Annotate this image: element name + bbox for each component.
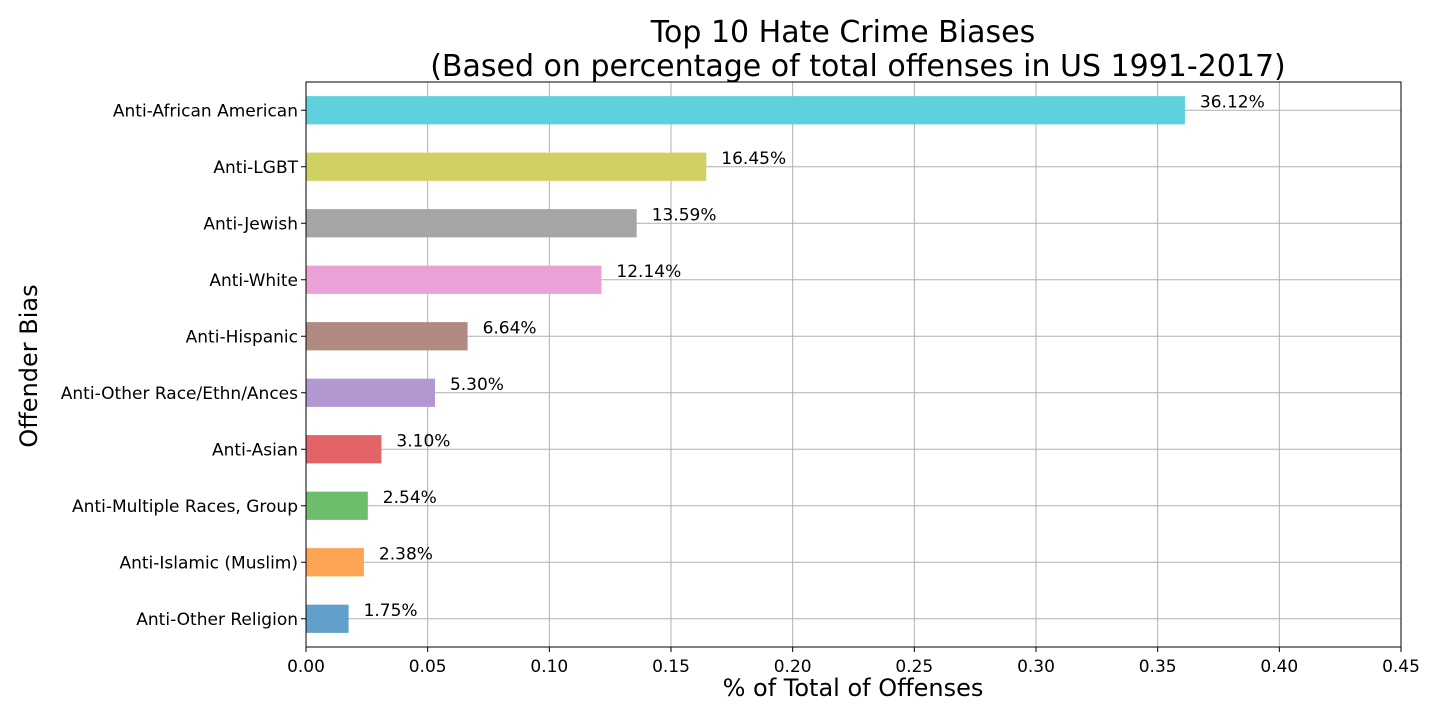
x-tick-label: 0.05 bbox=[409, 657, 447, 677]
y-tick-label: Anti-Other Religion bbox=[136, 610, 298, 630]
bar-value-label: 12.14% bbox=[616, 262, 681, 282]
x-tick-labels: 0.00 0.05 0.10 0.15 0.20 0.25 0.30 0.35 0.40 0.45 bbox=[287, 647, 1420, 677]
x-tick-label: 0.45 bbox=[1382, 657, 1420, 677]
bar-2 bbox=[306, 152, 707, 181]
x-tick-label: 0.35 bbox=[1139, 657, 1177, 677]
bar-10 bbox=[306, 604, 349, 633]
x-tick-label: 0.25 bbox=[895, 657, 933, 677]
x-tick-label: 0.10 bbox=[530, 657, 568, 677]
y-tick-label: Anti-LGBT bbox=[213, 158, 298, 178]
bar-6 bbox=[306, 378, 435, 407]
x-axis-title: % of Total of Offenses bbox=[723, 674, 984, 702]
x-tick-label: 0.15 bbox=[652, 657, 690, 677]
chart-subtitle: (Based on percentage of total offenses i… bbox=[430, 49, 1286, 84]
bar-9 bbox=[306, 548, 364, 577]
plot-frame bbox=[305, 81, 1402, 648]
y-tick-label: Anti-White bbox=[209, 271, 298, 291]
bar-value-label: 6.64% bbox=[483, 318, 537, 338]
bar-5 bbox=[306, 322, 468, 351]
y-tick-label: Anti-Jewish bbox=[203, 214, 298, 234]
bar-value-label: 36.12% bbox=[1200, 92, 1265, 112]
y-tick-label: Anti-Hispanic bbox=[186, 327, 298, 347]
y-tick-labels: Anti-African American Anti-LGBT Anti-Jewis… bbox=[61, 101, 306, 630]
chart-title: Top 10 Hate Crime Biases bbox=[650, 15, 1035, 50]
x-tick-label: 0.20 bbox=[774, 657, 812, 677]
y-tick-label: Anti-Asian bbox=[212, 440, 298, 460]
y-axis-title: Offender Bias bbox=[15, 284, 43, 447]
data-labels: 36.12% 16.45% 13.59% 12.14% 6.64% 5.30% 3.10% 2… bbox=[364, 92, 1265, 621]
bar-4 bbox=[306, 265, 602, 294]
bar-7 bbox=[306, 435, 382, 464]
bar-1 bbox=[306, 96, 1185, 125]
bar-value-label: 1.75% bbox=[364, 601, 418, 621]
bar-value-label: 2.54% bbox=[383, 488, 437, 508]
y-tick-label: Anti-Islamic (Muslim) bbox=[119, 553, 298, 573]
x-tick-label: 0.00 bbox=[287, 657, 325, 677]
bar-value-label: 2.38% bbox=[379, 544, 433, 564]
bar-value-label: 3.10% bbox=[396, 431, 450, 451]
x-tick-label: 0.40 bbox=[1260, 657, 1298, 677]
bar-value-label: 16.45% bbox=[721, 149, 786, 169]
bar-3 bbox=[306, 209, 637, 238]
bar-value-label: 5.30% bbox=[450, 375, 504, 395]
bar-value-label: 13.59% bbox=[652, 205, 717, 225]
y-tick-label: Anti-Multiple Races, Group bbox=[72, 497, 298, 517]
x-tick-label: 0.30 bbox=[1017, 657, 1055, 677]
y-tick-label: Anti-Other Race/Ethn/Ances bbox=[61, 384, 298, 404]
y-tick-label: Anti-African American bbox=[113, 101, 298, 121]
bar-8 bbox=[306, 491, 368, 520]
bars bbox=[306, 96, 1185, 633]
